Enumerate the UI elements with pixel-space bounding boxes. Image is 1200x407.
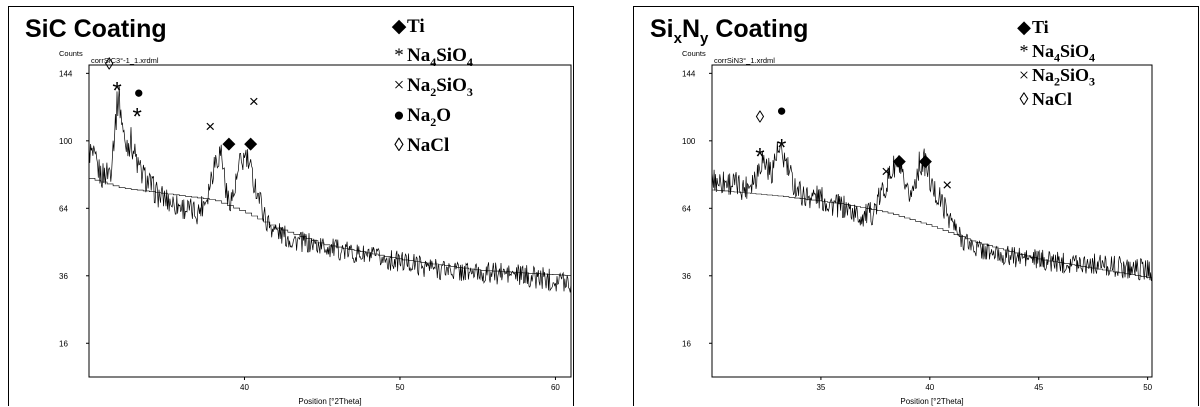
phase-marker: × [942,176,952,195]
legend-entry: ◆Ti [1016,17,1049,38]
phase-marker: * [777,135,786,162]
x-axis-label: Position [°2Theta] [298,397,361,406]
legend-entry: ● Na2O [391,105,451,130]
y-tick-label: 16 [59,339,68,348]
legend-label: Na2O [407,105,452,129]
y-axis-label: Counts [682,49,706,58]
y-tick-label: 144 [59,69,73,78]
phase-marker: ● [777,101,787,120]
x-tick-label: 50 [1143,383,1152,392]
y-tick-label: 16 [682,339,691,348]
sic-coating-panel: SiC Coating Counts corrSiC3°-1_1.xrdml 16 3… [8,6,574,406]
phase-marker: * [755,143,764,170]
legend-label: NaCl [407,135,450,156]
phase-marker: ◆ [244,134,258,153]
legend-symbol: ◆ [1017,17,1031,37]
y-tick-label: 144 [682,69,696,78]
legend-entry: × Na2SiO3 [391,75,473,100]
plot-frame [711,64,1153,378]
file-label: corrSiN3°_1.xrdml [714,56,775,65]
plot-frame [88,64,572,378]
legend-entry: * Na4SiO4 [1016,41,1096,66]
panel-title: SiC Coating [25,15,167,43]
legend-label: Ti [1032,17,1049,37]
x-tick-label: 50 [396,383,405,392]
xrd-chart: Counts corrSiN3°_1.xrdml 16 36 64 100 144 35 40 4… [682,49,1153,406]
phase-marker: ◆ [222,134,236,153]
legend-symbol: × [1018,65,1030,85]
diffraction-pattern-line [88,86,572,293]
phase-marker: × [205,117,215,136]
legend-symbol: ● [393,105,405,126]
phase-marker: ● [134,83,144,102]
legend-symbol: ◊ [394,135,404,156]
legend-label: Ti [407,16,425,37]
legend-label: Na4SiO4 [407,45,473,69]
y-tick-label: 100 [682,137,696,146]
phase-marker: * [133,103,142,130]
phase-marker: ◆ [893,151,907,170]
legend-symbol: ◆ [391,16,407,37]
legend-entry: ◊ NaCl [391,135,449,157]
x-axis-label: Position [°2Theta] [900,397,963,406]
sixny-coating-panel: SixNy Coating Counts corrSiN3°_1.xrdml 16 3… [633,6,1199,406]
background-line [89,178,572,276]
background-line [712,189,1153,279]
legend-symbol: * [394,45,404,66]
y-axis-label: Counts [59,49,83,58]
phase-marker: ◊ [105,54,114,73]
legend-symbol: ◊ [1019,89,1029,109]
phase-marker: × [249,92,259,111]
y-tick-label: 36 [59,272,68,281]
legend-label: Na4SiO4 [1032,41,1096,65]
phase-marker: * [112,77,121,104]
x-tick-label: 45 [1034,383,1043,392]
phase-marker: ◊ [756,107,765,126]
file-label: corrSiC3°-1_1.xrdml [91,56,159,65]
xrd-chart: Counts corrSiC3°-1_1.xrdml 16 36 64 100 144 40 5… [59,49,572,406]
legend-symbol: × [393,75,405,96]
phase-marker: × [881,162,891,181]
x-tick-label: 40 [925,383,934,392]
legend-symbol: * [1019,41,1029,61]
legend-label: Na2SiO3 [1032,65,1096,89]
x-tick-label: 40 [240,383,249,392]
y-tick-label: 36 [682,272,691,281]
legend-entry: × Na2SiO3 [1016,65,1095,90]
legend-label: NaCl [1032,89,1072,109]
x-tick-label: 60 [551,383,560,392]
legend-label: Na2SiO3 [407,75,473,99]
diffraction-pattern-line [711,141,1153,282]
y-tick-label: 100 [59,137,73,146]
legend-entry: * Na4SiO4 [391,45,473,70]
legend-entry: ◊ NaCl [1016,89,1072,110]
y-tick-label: 64 [59,204,68,213]
panel-title: SixNy Coating [650,15,809,47]
phase-marker: ◆ [919,151,933,170]
x-tick-label: 35 [816,383,825,392]
legend-entry: ◆Ti [391,15,425,38]
y-tick-label: 64 [682,204,691,213]
